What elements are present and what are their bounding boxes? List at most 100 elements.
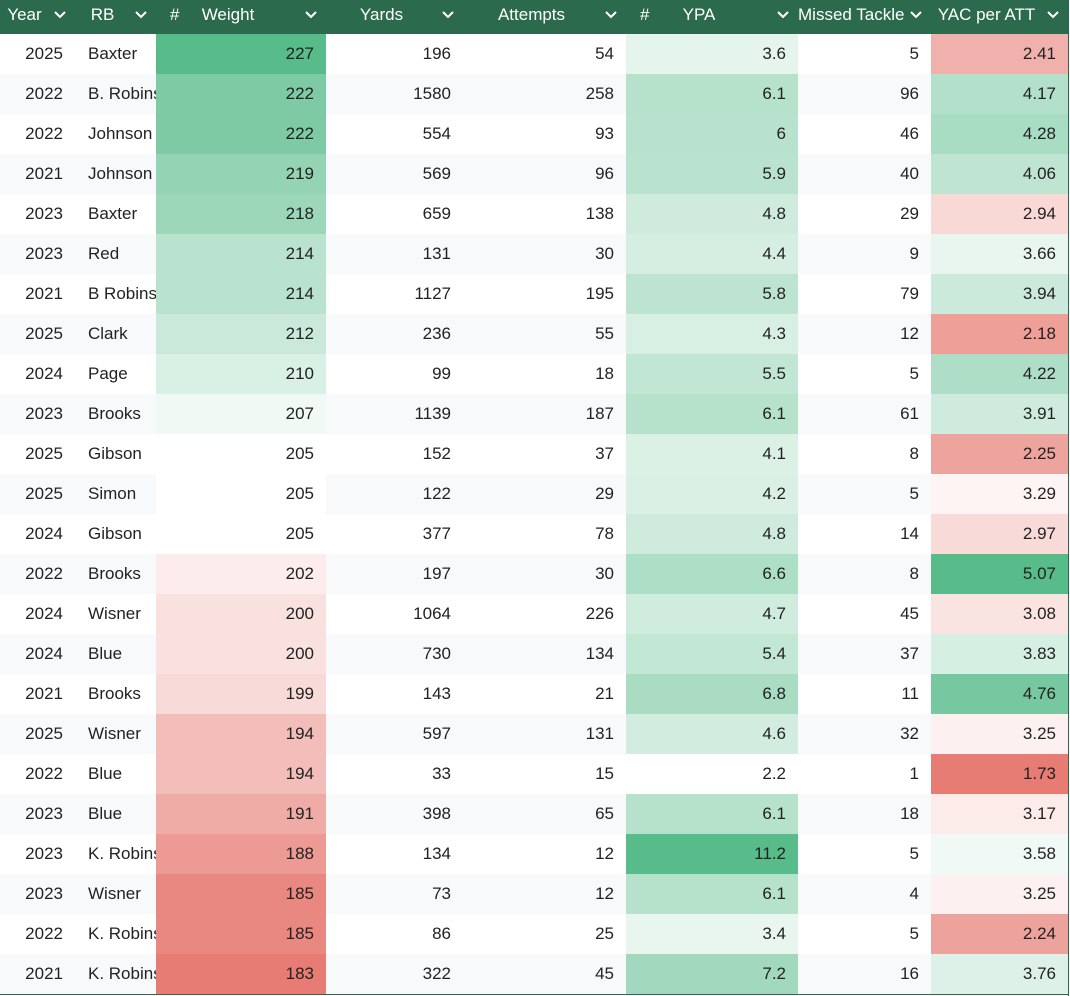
cell: Baxter	[88, 204, 138, 223]
cell: 11.2	[626, 834, 798, 874]
cell: 1139	[414, 404, 451, 423]
cell: 554	[422, 124, 451, 143]
cell: 196	[422, 44, 451, 63]
column-header[interactable]: RB	[75, 0, 156, 34]
cell: 8	[909, 564, 919, 583]
cell: 96	[595, 164, 614, 183]
cell: 2025	[25, 44, 63, 63]
cell: 214	[156, 274, 326, 314]
cell: 5.8	[626, 274, 798, 314]
cell: 122	[422, 484, 451, 503]
cell: 4.3	[626, 314, 798, 354]
cell: 730	[422, 644, 451, 663]
cell: 3.66	[931, 234, 1068, 274]
cell: 5	[909, 484, 919, 503]
cell: 200	[156, 634, 326, 674]
cell: 222	[156, 74, 326, 114]
column-header[interactable]: Yards	[326, 0, 463, 34]
cell: K. Robins	[88, 964, 156, 983]
cell: 4	[909, 884, 919, 903]
dropdown-chevron[interactable]	[134, 10, 148, 20]
cell: 79	[900, 284, 919, 303]
cell: 5.5	[626, 354, 798, 394]
dropdown-chevron[interactable]	[53, 10, 67, 20]
cell: 2024	[25, 524, 63, 543]
cell: 61	[900, 404, 919, 423]
column-header[interactable]: Attempts	[463, 0, 626, 34]
cell: 3.58	[931, 834, 1068, 874]
cell: 2025	[25, 484, 63, 503]
cell: 6.1	[626, 874, 798, 914]
cell: 6	[626, 114, 798, 154]
cell: 46	[900, 124, 919, 143]
cell: 96	[900, 84, 919, 103]
dropdown-chevron[interactable]	[909, 10, 923, 20]
cell: 7.2	[626, 954, 798, 994]
cell: 2022	[25, 924, 63, 943]
cell: 55	[595, 324, 614, 343]
dropdown-chevron[interactable]	[1046, 10, 1060, 20]
cell: 93	[595, 124, 614, 143]
cell: 14	[900, 524, 919, 543]
cell: 202	[156, 554, 326, 594]
cell: 2.24	[931, 914, 1068, 954]
cell: 33	[432, 764, 451, 783]
dropdown-chevron[interactable]	[776, 10, 790, 20]
column-header[interactable]: # YPA	[626, 0, 798, 34]
cell: 4.2	[626, 474, 798, 514]
column-header[interactable]: Year	[0, 0, 75, 34]
cell: Blue	[88, 764, 123, 783]
cell: 15	[595, 764, 614, 783]
cell: 30	[595, 244, 614, 263]
column-type-icon: #	[640, 5, 650, 24]
cell: 8	[909, 444, 919, 463]
cell: 4.76	[931, 674, 1068, 714]
cell: 2.97	[931, 514, 1068, 554]
cell: 2.18	[931, 314, 1068, 354]
column-label: YPA	[682, 5, 716, 24]
cell: 6.1	[626, 394, 798, 434]
cell: 4.6	[626, 714, 798, 754]
cell: 3.25	[931, 874, 1068, 914]
cell: 4.28	[931, 114, 1068, 154]
cell: 3.25	[931, 714, 1068, 754]
cell: 32	[900, 724, 919, 743]
column-header[interactable]: Missed Tackles	[798, 0, 931, 34]
cell: 3.83	[931, 634, 1068, 674]
cell: 1.73	[931, 754, 1068, 794]
cell: 5.4	[626, 634, 798, 674]
cell: 5.9	[626, 154, 798, 194]
cell: Brooks	[88, 564, 141, 583]
cell: 65	[595, 804, 614, 823]
cell: 37	[900, 644, 919, 663]
dropdown-chevron[interactable]	[604, 10, 618, 20]
cell: 4.1	[626, 434, 798, 474]
cell: Gibson	[88, 444, 142, 463]
cell: 187	[585, 404, 614, 423]
cell: 195	[585, 284, 614, 303]
cell: B Robins	[88, 284, 156, 303]
cell: 16	[900, 964, 919, 983]
cell: 18	[595, 364, 614, 383]
cell: Johnson	[88, 124, 153, 143]
cell: K. Robins	[88, 924, 156, 943]
cell: 205	[156, 434, 326, 474]
cell: 227	[156, 34, 326, 74]
cell: Blue	[88, 804, 123, 823]
cell: 218	[156, 194, 326, 234]
dropdown-chevron[interactable]	[441, 10, 455, 20]
cell: 199	[156, 674, 326, 714]
cell: 6.6	[626, 554, 798, 594]
column-header[interactable]: # Weight	[156, 0, 326, 34]
cell: 18	[900, 804, 919, 823]
cell: 2.25	[931, 434, 1068, 474]
cell: 377	[422, 524, 451, 543]
cell: Wisner	[88, 884, 141, 903]
cell: 2022	[25, 124, 63, 143]
column-header[interactable]: YAC per ATT	[931, 0, 1068, 34]
cell: 2024	[25, 364, 63, 383]
cell: 86	[432, 924, 451, 943]
cell: 29	[900, 204, 919, 223]
cell: 152	[422, 444, 451, 463]
dropdown-chevron[interactable]	[304, 10, 318, 20]
